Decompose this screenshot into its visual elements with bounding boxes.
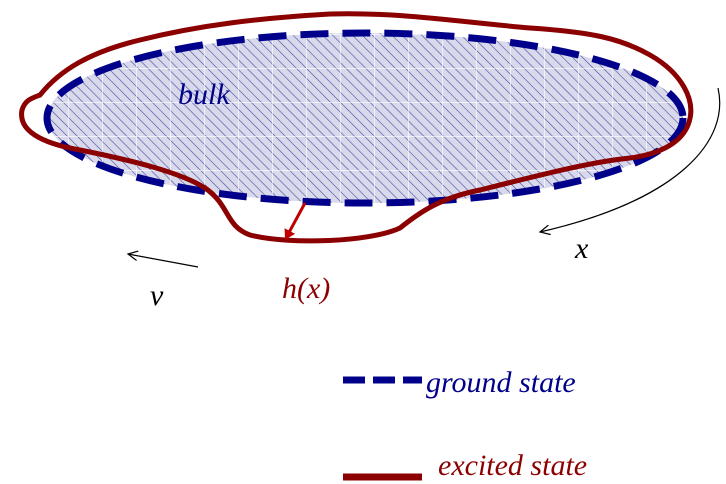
diagram: bulk h(x) x v ground state excited state: [0, 0, 726, 484]
page: bulk h(x) x v ground state excited state…: [0, 0, 726, 484]
velocity-label: v: [150, 279, 164, 312]
velocity-arrow: [128, 254, 198, 267]
height-arrow: [286, 203, 305, 238]
height-label: h(x): [282, 272, 330, 305]
legend-label: excited state: [438, 449, 587, 482]
legend-label: ground state: [426, 366, 576, 399]
coordinate-label: x: [574, 232, 589, 265]
bulk-label: bulk: [178, 78, 230, 111]
